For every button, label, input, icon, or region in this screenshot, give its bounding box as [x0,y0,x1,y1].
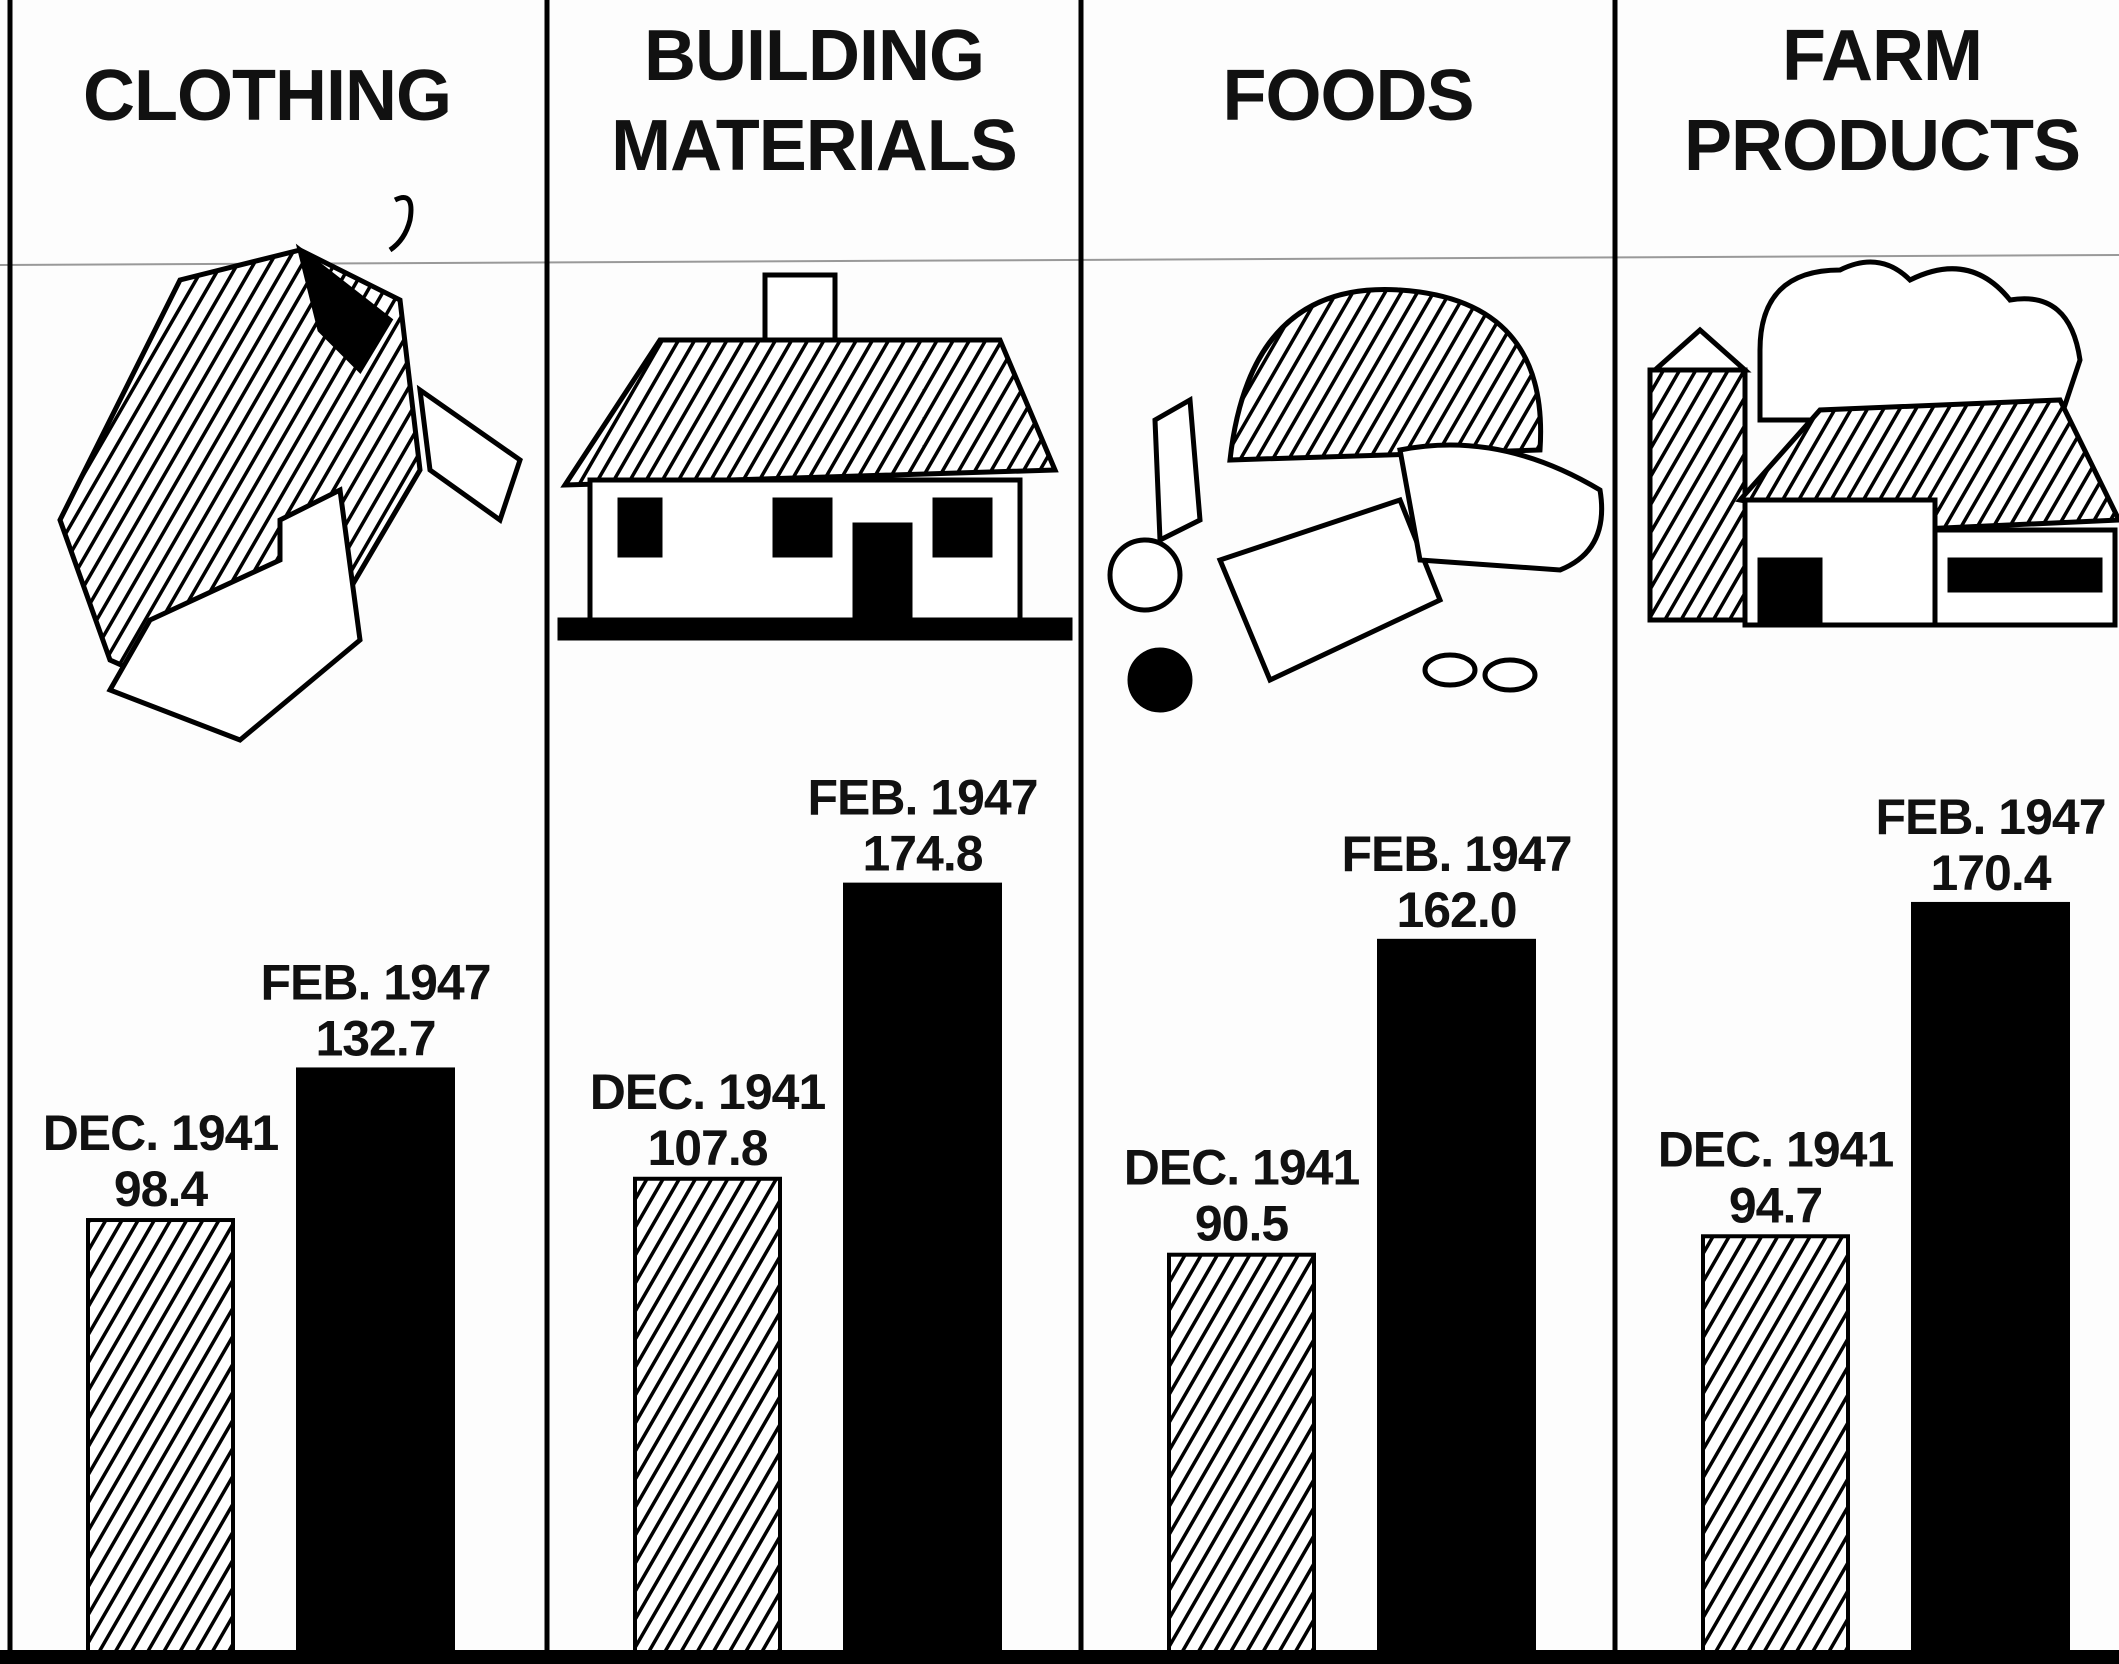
page: CLOTHINGDEC. 194198.4FEB. 1947132.7BUILD… [0,0,2119,1664]
bar-value-label: 90.5 [1195,1196,1289,1252]
bar-value-label: 162.0 [1396,882,1516,938]
bar-category-label: DEC. 1941 [590,1064,826,1120]
bar-category-label: FEB. 1947 [260,954,490,1010]
bar-value-label: 170.4 [1930,845,2051,901]
bar-category-label: DEC. 1941 [43,1105,279,1161]
panel-title: BUILDING [644,16,984,96]
bar-value-label: 94.7 [1729,1177,1822,1233]
panel-title: CLOTHING [83,56,451,136]
panel-title: FOODS [1222,56,1473,136]
bar [298,1069,453,1652]
bar [635,1179,780,1652]
panel-title: MATERIALS [611,106,1017,186]
bar-category-label: DEC. 1941 [1658,1121,1894,1177]
bar-value-label: 107.8 [647,1120,767,1176]
bar-value-label: 174.8 [862,826,982,882]
bar [1169,1255,1314,1652]
bar-category-label: FEB. 1947 [1875,789,2105,845]
panel-title: FARM [1782,16,1982,96]
bar [1913,904,2068,1652]
bar [845,885,1000,1652]
bar [1379,941,1534,1652]
bar-value-label: 98.4 [114,1161,209,1217]
bar [88,1220,233,1652]
bar [1703,1236,1848,1652]
bar-category-label: FEB. 1947 [807,770,1037,826]
bar-category-label: FEB. 1947 [1341,826,1571,882]
bar-value-label: 132.7 [315,1010,435,1066]
panel-title: PRODUCTS [1684,106,2080,186]
chart: CLOTHINGDEC. 194198.4FEB. 1947132.7BUILD… [0,0,2119,1664]
bar-category-label: DEC. 1941 [1124,1140,1360,1196]
